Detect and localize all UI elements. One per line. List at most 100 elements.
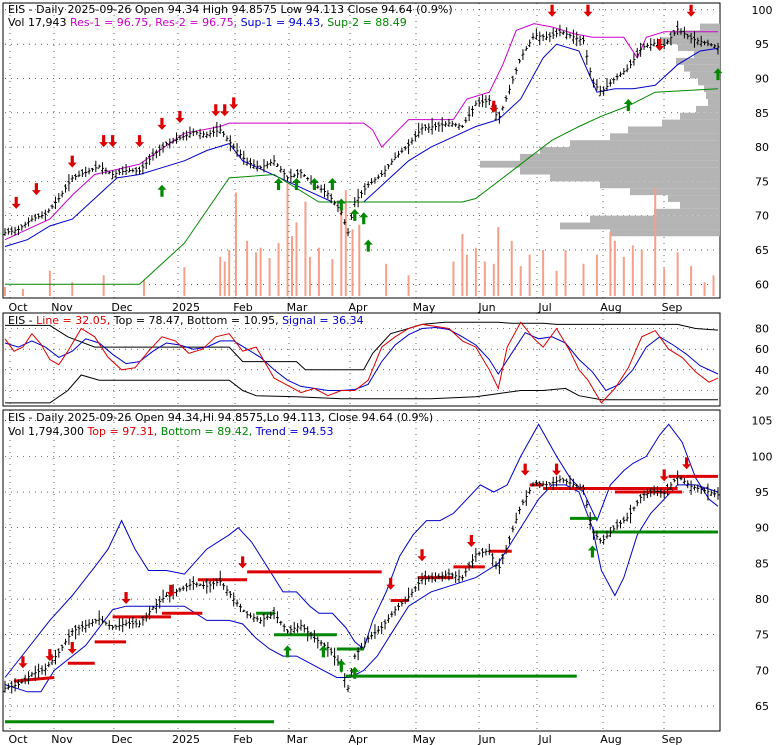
y-tick-label: 85 — [755, 557, 769, 570]
price-x-ticks: Oct Nov Dec 2025 Feb Mar Apr May Jun Jul Aug Sep — [8, 301, 682, 314]
sell-arrow — [547, 4, 557, 17]
volume-bar — [407, 275, 410, 296]
price-y-ticks: 60 65 70 75 80 85 90 95 100 — [752, 4, 773, 291]
trend-y-ticks: 65 70 75 80 85 90 95 100 105 — [752, 415, 773, 713]
trend-price-bars — [3, 470, 720, 694]
y-tick-label: 80 — [755, 323, 769, 336]
volume-bar — [631, 245, 634, 296]
price-bars — [3, 20, 720, 237]
sell-arrow — [108, 135, 118, 148]
volume-bar — [492, 263, 495, 296]
volume-bar — [102, 275, 105, 296]
volume-bar — [564, 250, 567, 296]
oscillator-bottom-band — [5, 374, 718, 404]
volume-profile — [480, 23, 720, 237]
signal-arrows — [11, 4, 723, 252]
volume-bar — [331, 259, 334, 296]
y-tick-label: 80 — [755, 141, 769, 154]
volume-bar — [555, 270, 558, 296]
trend-top-segment — [13, 676, 55, 683]
x-tick-label: Apr — [348, 301, 368, 314]
buy-arrow — [336, 198, 346, 211]
x-tick-label: Mar — [287, 733, 308, 745]
volume-bar — [690, 266, 693, 296]
x-tick-label: Apr — [348, 733, 368, 745]
trend-signal-arrows — [18, 457, 692, 679]
sell-arrow — [45, 649, 55, 662]
volume-profile-row — [520, 153, 720, 161]
volume-profile-row — [600, 181, 720, 189]
price-legend-line1: EIS - Daily 2025-09-26 Open 94.34 High 9… — [8, 3, 453, 16]
buy-arrow — [291, 177, 301, 190]
volume-bar — [317, 247, 320, 296]
volume-profile-row — [550, 174, 720, 182]
x-tick-label: Jun — [477, 301, 495, 314]
price-panel: 60 65 70 75 80 85 90 95 100 Oct Nov Dec 2025 Feb Mar A… — [2, 2, 773, 314]
oscillator-legend-part: Line = 32.05, — [36, 314, 114, 327]
oscillator-panel: 20 40 60 80 EIS - Line = 32.05, Top = 78.47… — [2, 312, 769, 407]
volume-profile-row — [696, 105, 720, 113]
volume-bar — [542, 250, 545, 296]
trend-legend-line1: EIS - Daily 2025-09-26 Open 94.34,Hi 94.… — [8, 411, 433, 424]
buy-arrow — [274, 177, 284, 190]
volume-profile-row — [570, 140, 720, 148]
volume-bar — [223, 261, 226, 296]
x-tick-label: Sep — [662, 301, 683, 314]
sell-arrow — [682, 457, 692, 470]
price-legend-part: Sup-2 = 88.49 — [327, 16, 407, 29]
volume-bar — [640, 250, 643, 296]
volume-bars — [4, 183, 715, 296]
volume-profile-row — [668, 195, 720, 202]
volume-bar — [595, 254, 598, 296]
volume-profile-row — [628, 126, 720, 134]
volume-bar — [290, 236, 293, 296]
volume-bar — [358, 224, 361, 296]
x-tick-label: Oct — [8, 301, 28, 314]
y-tick-label: 70 — [755, 664, 769, 677]
volume-bar — [304, 201, 307, 296]
volume-bar — [277, 243, 280, 296]
x-tick-label: Dec — [111, 733, 132, 745]
sell-arrow — [67, 641, 77, 654]
sell-arrow — [18, 656, 28, 669]
volume-profile-row — [662, 119, 720, 127]
sell-arrow — [135, 135, 145, 148]
x-tick-label: May — [413, 733, 436, 745]
volume-bar — [703, 282, 706, 296]
x-tick-label: Sep — [662, 733, 683, 745]
sell-arrow — [520, 463, 530, 476]
volume-profile-row — [680, 112, 720, 120]
support-2-line — [5, 88, 719, 285]
oscillator-legend: EIS - Line = 32.05, Top = 78.47, Bottom … — [8, 314, 364, 327]
volume-bar — [183, 267, 186, 296]
volume-bar — [474, 247, 477, 296]
sell-arrow — [220, 104, 230, 117]
volume-bar — [465, 254, 468, 296]
y-tick-label: 100 — [752, 4, 773, 17]
envelope-upper — [4, 423, 719, 678]
buy-arrow — [350, 208, 360, 221]
buy-arrow — [157, 184, 167, 197]
sell-arrow — [175, 111, 185, 124]
sell-arrow — [166, 584, 176, 597]
volume-bar — [654, 187, 657, 296]
volume-profile-row — [694, 51, 720, 58]
y-tick-label: 85 — [755, 107, 769, 120]
envelope-lower — [4, 484, 719, 693]
trend-legend-part: Vol 1,794,300 — [8, 425, 87, 438]
volume-bar — [452, 261, 455, 296]
volume-profile-row — [706, 92, 720, 100]
sell-arrow — [659, 469, 669, 482]
volume-bar — [308, 256, 311, 296]
volume-bar — [255, 252, 258, 296]
volume-bar — [385, 263, 388, 296]
buy-arrow — [713, 68, 723, 81]
volume-bar — [497, 227, 500, 296]
buy-arrow — [336, 659, 346, 672]
volume-bar — [461, 233, 464, 296]
volume-profile-row — [672, 30, 720, 38]
trend-gridlines — [5, 410, 718, 731]
volume-bar — [663, 268, 666, 296]
x-tick-label: Mar — [287, 301, 308, 314]
volume-bar — [528, 254, 531, 296]
